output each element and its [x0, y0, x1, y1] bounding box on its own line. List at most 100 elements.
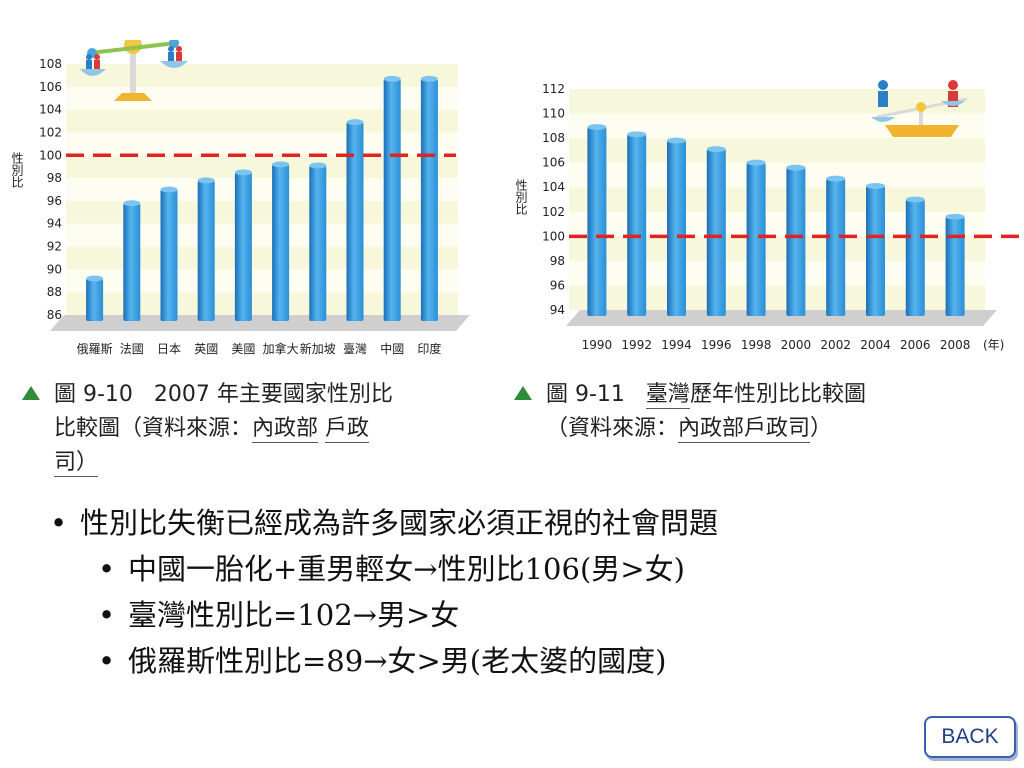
- bar: [272, 161, 290, 321]
- y-tick-label: 94: [47, 217, 62, 231]
- chart2-caption-place: 臺灣: [645, 382, 690, 409]
- chart2-caption-source-1: 內政部: [678, 416, 745, 443]
- x-tick-label: 英國: [194, 342, 218, 356]
- y-tick-label: 90: [47, 262, 62, 276]
- chart1-floor: [50, 315, 470, 331]
- x-tick-label: 加拿大: [263, 341, 299, 356]
- y-tick-label: 102: [542, 205, 565, 219]
- x-tick-label: 2000: [781, 338, 812, 352]
- y-tick-label: 86: [47, 308, 62, 322]
- bullet-marker: •: [50, 506, 68, 540]
- grid-band: [66, 64, 458, 87]
- y-tick-label: 104: [39, 103, 62, 117]
- bullet-text: 性別比失衡已經成為許多國家必須正視的社會問題: [80, 506, 719, 540]
- chart1-caption: 圖 9-10 2007 年主要國家性別比 比較圖（資料來源：內政部 戶政 司）: [22, 378, 482, 480]
- chart1-bars: [86, 75, 438, 321]
- x-tick-label: 中國: [380, 341, 404, 356]
- bar: [420, 75, 438, 321]
- chart2-caption-close: ）: [810, 416, 833, 441]
- chart1-caption-source-1: 內政部: [252, 416, 319, 443]
- bullet-item: • 中國一胎化+重男輕女→性別比106(男>女): [50, 546, 1010, 592]
- bullet-item: • 性別比失衡已經成為許多國家必須正視的社會問題: [50, 500, 1010, 546]
- bar: [706, 146, 726, 316]
- x-tick-label: 2002: [820, 338, 851, 352]
- bullet-marker: •: [98, 598, 116, 632]
- chart1-caption-line1: 2007 年主要國家性別比: [153, 382, 393, 407]
- chart2-caption-line1: 歷年性別比比較圖: [689, 382, 866, 407]
- x-tick-label: 2006: [900, 338, 931, 352]
- chart2-caption-number: 圖 9-11: [546, 382, 625, 407]
- bar: [346, 119, 364, 321]
- chart1-caption-line2: 比較圖（資料來源：: [54, 416, 253, 441]
- bullet-item: • 臺灣性別比=102→男>女: [50, 592, 1010, 638]
- bar: [383, 75, 401, 321]
- y-tick-label: 104: [542, 180, 565, 194]
- bullet-marker: •: [98, 552, 116, 586]
- y-tick-label: 96: [550, 278, 565, 292]
- y-tick-label: 98: [47, 171, 62, 185]
- y-tick-label: 108: [542, 131, 565, 145]
- bar: [86, 275, 104, 321]
- bar: [945, 213, 965, 316]
- x-tick-label: 1998: [741, 338, 772, 352]
- chart2-x-labels: 1990 1992 1994 1996 1998 2000 2002 2004 2006 2008: [582, 338, 971, 352]
- y-tick-label: 108: [39, 57, 62, 71]
- bar: [667, 137, 686, 316]
- chart2-caption: 圖 9-11 臺灣歷年性別比比較圖 （資料來源：內政部戶政司）: [514, 378, 1014, 446]
- y-tick-label: 110: [542, 107, 565, 121]
- y-tick-label: 106: [542, 156, 565, 170]
- chart2-caption-source-2: 戶政司: [744, 416, 811, 443]
- x-tick-label: 2008: [940, 338, 971, 352]
- x-tick-label: 1994: [661, 338, 692, 352]
- chart1-y-ticks: 108 106 104 102 100 98 96 94 92 90 88 86: [39, 57, 62, 322]
- x-tick-label: 1990: [582, 338, 613, 352]
- chart2-bars: [587, 124, 965, 316]
- bar: [826, 175, 846, 316]
- grid-band: [66, 86, 458, 110]
- bullet-item: • 俄羅斯性別比=89→女>男(老太婆的國度): [50, 638, 1010, 684]
- triangle-bullet-icon: [514, 386, 532, 400]
- x-tick-label: 2004: [860, 338, 891, 352]
- x-tick-label: 俄羅斯: [77, 342, 113, 356]
- chart1-x-labels: 俄羅斯 法國 日本 英國 美國 加拿大 新加坡 臺灣 中國 印度: [77, 341, 442, 356]
- bar: [786, 164, 806, 316]
- balance-scale-icon: [871, 80, 968, 137]
- bullet-text: 俄羅斯性別比=89→女>男(老太婆的國度): [128, 644, 667, 678]
- chart2-caption-line2: （資料來源：: [546, 416, 679, 441]
- bar: [123, 200, 141, 321]
- triangle-bullet-icon: [22, 386, 40, 400]
- bar: [905, 196, 925, 316]
- chart2-ylabel: 性別比: [514, 179, 528, 216]
- x-tick-label: 美國: [231, 342, 255, 356]
- y-tick-label: 100: [39, 148, 62, 162]
- x-tick-label: 日本: [157, 342, 181, 356]
- chart2-y-ticks: 112 110 108 106 104 102 100 98 96 94: [542, 82, 565, 317]
- chart1-ylabel: 性別比: [10, 152, 24, 189]
- x-tick-label: 法國: [120, 342, 144, 356]
- back-button[interactable]: BACK: [924, 716, 1016, 758]
- bar: [309, 162, 327, 321]
- x-tick-label: 1996: [701, 338, 732, 352]
- balance-scale-icon: [80, 40, 188, 101]
- y-tick-label: 100: [542, 229, 565, 243]
- y-tick-label: 98: [550, 254, 565, 268]
- bar: [746, 159, 766, 316]
- x-tick-label: 印度: [417, 341, 441, 356]
- bar: [866, 182, 885, 316]
- bar: [587, 124, 607, 316]
- x-tick-label: 臺灣: [343, 341, 367, 356]
- bar: [160, 186, 178, 321]
- chart1-caption-source-3: 司）: [54, 450, 99, 477]
- bullet-text: 中國一胎化+重男輕女→性別比106(男>女): [128, 552, 685, 586]
- chart1-caption-source-2: 戶政: [325, 416, 370, 443]
- y-tick-label: 92: [47, 240, 62, 254]
- bar: [197, 177, 215, 321]
- chart1-caption-number: 圖 9-10: [54, 382, 133, 407]
- bar: [234, 169, 252, 321]
- y-tick-label: 88: [47, 285, 62, 299]
- x-tick-label: 1992: [621, 338, 652, 352]
- chart2-x-unit: (年): [983, 338, 1004, 352]
- bullet-list: • 性別比失衡已經成為許多國家必須正視的社會問題 • 中國一胎化+重男輕女→性別比1…: [50, 500, 1010, 684]
- y-tick-label: 102: [39, 125, 62, 139]
- y-tick-label: 96: [47, 194, 62, 208]
